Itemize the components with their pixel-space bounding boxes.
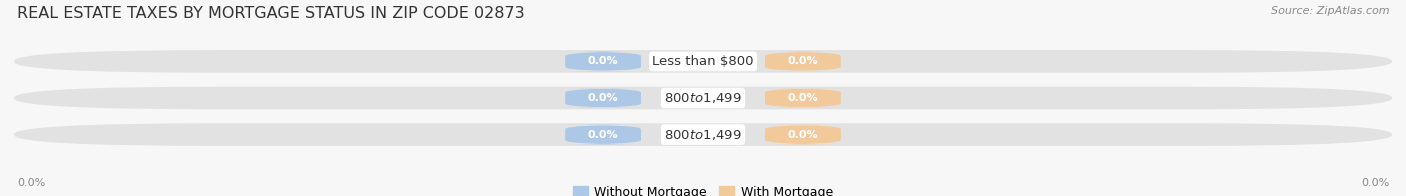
- FancyBboxPatch shape: [14, 87, 1392, 109]
- Text: 0.0%: 0.0%: [787, 56, 818, 66]
- Text: $800 to $1,499: $800 to $1,499: [664, 91, 742, 105]
- Text: Less than $800: Less than $800: [652, 55, 754, 68]
- FancyBboxPatch shape: [758, 52, 848, 71]
- Text: 0.0%: 0.0%: [17, 178, 45, 188]
- Text: Source: ZipAtlas.com: Source: ZipAtlas.com: [1271, 6, 1389, 16]
- FancyBboxPatch shape: [558, 52, 648, 71]
- FancyBboxPatch shape: [14, 123, 1392, 146]
- Text: 0.0%: 0.0%: [1361, 178, 1389, 188]
- Text: $800 to $1,499: $800 to $1,499: [664, 128, 742, 142]
- Legend: Without Mortgage, With Mortgage: Without Mortgage, With Mortgage: [568, 181, 838, 196]
- Text: 0.0%: 0.0%: [787, 93, 818, 103]
- Text: 0.0%: 0.0%: [588, 93, 619, 103]
- FancyBboxPatch shape: [558, 88, 648, 108]
- FancyBboxPatch shape: [758, 125, 848, 144]
- Text: 0.0%: 0.0%: [787, 130, 818, 140]
- FancyBboxPatch shape: [558, 125, 648, 144]
- Text: REAL ESTATE TAXES BY MORTGAGE STATUS IN ZIP CODE 02873: REAL ESTATE TAXES BY MORTGAGE STATUS IN …: [17, 6, 524, 21]
- Text: 0.0%: 0.0%: [588, 56, 619, 66]
- FancyBboxPatch shape: [14, 50, 1392, 73]
- Text: 0.0%: 0.0%: [588, 130, 619, 140]
- FancyBboxPatch shape: [758, 88, 848, 108]
